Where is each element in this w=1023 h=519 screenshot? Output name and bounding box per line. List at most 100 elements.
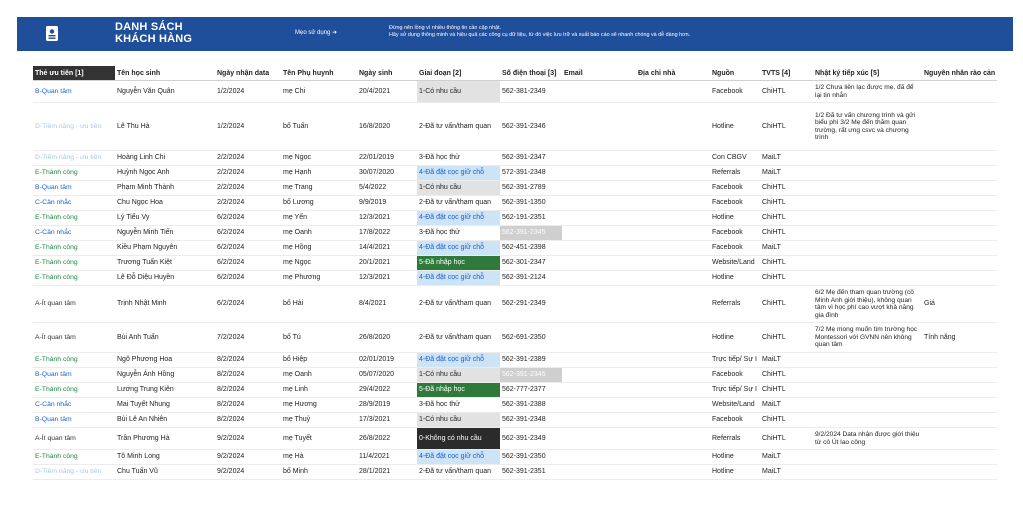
col-header-tvts[interactable]: TVTS [4] — [760, 66, 813, 81]
barrier-reason-cell[interactable] — [922, 225, 998, 241]
address-cell[interactable] — [636, 102, 710, 151]
barrier-reason-cell[interactable] — [922, 352, 998, 368]
email-cell[interactable] — [562, 210, 636, 226]
address-cell[interactable] — [636, 352, 710, 368]
stage-cell[interactable]: 3-Đã học thử — [417, 397, 500, 413]
tvts-cell[interactable]: ChiHTL — [760, 195, 813, 211]
date-received-cell[interactable]: 2/2/2024 — [215, 180, 281, 196]
contact-log-cell[interactable]: 9/2/2024 Data nhận được giới thiệu từ cô… — [813, 427, 922, 450]
col-header-address[interactable]: Địa chỉ nhà — [636, 66, 710, 81]
contact-log-cell[interactable] — [813, 225, 922, 241]
address-cell[interactable] — [636, 255, 710, 271]
email-cell[interactable] — [562, 240, 636, 256]
phone-cell[interactable]: 562-391-2347 — [500, 150, 562, 166]
parent-name-cell[interactable]: bố Tú — [281, 322, 357, 353]
dob-cell[interactable]: 02/01/2019 — [357, 352, 417, 368]
tvts-cell[interactable]: MaiLT — [760, 240, 813, 256]
student-name-cell[interactable]: Trương Tuấn Kiệt — [115, 255, 215, 271]
address-cell[interactable] — [636, 367, 710, 383]
student-name-cell[interactable]: Lương Trung Kiên — [115, 382, 215, 398]
phone-cell[interactable]: 562-391-2351 — [500, 464, 562, 480]
source-cell[interactable]: Facebook — [710, 412, 760, 428]
stage-cell[interactable]: 1-Có nhu cầu — [417, 80, 500, 103]
contact-log-cell[interactable] — [813, 412, 922, 428]
address-cell[interactable] — [636, 322, 710, 353]
contact-log-cell[interactable] — [813, 240, 922, 256]
source-cell[interactable]: Facebook — [710, 240, 760, 256]
address-cell[interactable] — [636, 240, 710, 256]
col-header-barrier-reason[interactable]: Nguyên nhân rào cản — [922, 66, 998, 81]
email-cell[interactable] — [562, 102, 636, 151]
tvts-cell[interactable]: ChiHTL — [760, 427, 813, 450]
dob-cell[interactable]: 26/8/2020 — [357, 322, 417, 353]
source-cell[interactable]: Trực tiếp/ Sự I — [710, 352, 760, 368]
phone-cell[interactable]: 562-451-2398 — [500, 240, 562, 256]
student-name-cell[interactable]: Lý Tiểu Vy — [115, 210, 215, 226]
phone-cell[interactable]: 562-381-2349 — [500, 80, 562, 103]
phone-cell[interactable]: 562-391-2345 — [500, 225, 562, 241]
contact-log-cell[interactable]: 6/2 Mẹ đến tham quan trường (cô Minh Anh… — [813, 285, 922, 323]
email-cell[interactable] — [562, 464, 636, 480]
date-received-cell[interactable]: 2/2/2024 — [215, 150, 281, 166]
priority-cell[interactable]: D-Tiềm năng - ưu tiên — [33, 464, 115, 480]
tvts-cell[interactable]: ChiHTL — [760, 382, 813, 398]
priority-cell[interactable]: E-Thành công — [33, 382, 115, 398]
tvts-cell[interactable]: MaiLT — [760, 352, 813, 368]
priority-cell[interactable]: C-Cân nhắc — [33, 397, 115, 413]
student-name-cell[interactable]: Chu Tuấn Vũ — [115, 464, 215, 480]
address-cell[interactable] — [636, 150, 710, 166]
parent-name-cell[interactable]: bố Tuấn — [281, 102, 357, 151]
parent-name-cell[interactable]: mẹ Tuyết — [281, 427, 357, 450]
barrier-reason-cell[interactable] — [922, 382, 998, 398]
barrier-reason-cell[interactable] — [922, 80, 998, 103]
student-name-cell[interactable]: Chu Ngọc Hoa — [115, 195, 215, 211]
date-received-cell[interactable]: 6/2/2024 — [215, 270, 281, 286]
tvts-cell[interactable]: ChiHTL — [760, 210, 813, 226]
date-received-cell[interactable]: 8/2/2024 — [215, 352, 281, 368]
source-cell[interactable]: Hotline — [710, 270, 760, 286]
source-cell[interactable]: Hotline — [710, 464, 760, 480]
contact-log-cell[interactable] — [813, 367, 922, 383]
tvts-cell[interactable]: ChiHTL — [760, 270, 813, 286]
stage-cell[interactable]: 5-Đã nhập học — [417, 255, 500, 271]
barrier-reason-cell[interactable]: Giá — [922, 285, 998, 323]
parent-name-cell[interactable]: mẹ Thuỷ — [281, 412, 357, 428]
address-cell[interactable] — [636, 80, 710, 103]
stage-cell[interactable]: 2-Đã tư vấn/tham quan — [417, 195, 500, 211]
barrier-reason-cell[interactable] — [922, 412, 998, 428]
stage-cell[interactable]: 4-Đã đặt cọc giữ chỗ — [417, 240, 500, 256]
parent-name-cell[interactable]: mẹ Hạnh — [281, 165, 357, 181]
source-cell[interactable]: Hotline — [710, 210, 760, 226]
student-name-cell[interactable]: Trần Phương Hà — [115, 427, 215, 450]
col-header-priority[interactable]: Thẻ ưu tiên [1] — [33, 66, 115, 81]
stage-cell[interactable]: 2-Đã tư vấn/tham quan — [417, 322, 500, 353]
barrier-reason-cell[interactable] — [922, 150, 998, 166]
dob-cell[interactable]: 9/9/2019 — [357, 195, 417, 211]
phone-cell[interactable]: 572-391-2348 — [500, 165, 562, 181]
address-cell[interactable] — [636, 427, 710, 450]
phone-cell[interactable]: 562-391-2346 — [500, 102, 562, 151]
barrier-reason-cell[interactable] — [922, 180, 998, 196]
student-name-cell[interactable]: Nguyễn Minh Tiến — [115, 225, 215, 241]
tvts-cell[interactable]: ChiHTL — [760, 102, 813, 151]
email-cell[interactable] — [562, 255, 636, 271]
col-header-stage[interactable]: Giai đoạn [2] — [417, 66, 500, 81]
contact-log-cell[interactable] — [813, 397, 922, 413]
contact-log-cell[interactable] — [813, 352, 922, 368]
tvts-cell[interactable]: MaiLT — [760, 449, 813, 465]
stage-cell[interactable]: 4-Đã đặt cọc giữ chỗ — [417, 352, 500, 368]
email-cell[interactable] — [562, 180, 636, 196]
tvts-cell[interactable]: MaiLT — [760, 165, 813, 181]
date-received-cell[interactable]: 6/2/2024 — [215, 225, 281, 241]
dob-cell[interactable]: 26/8/2022 — [357, 427, 417, 450]
source-cell[interactable]: Facebook — [710, 180, 760, 196]
student-name-cell[interactable]: Lê Thu Hà — [115, 102, 215, 151]
priority-cell[interactable]: E-Thành công — [33, 210, 115, 226]
date-received-cell[interactable]: 6/2/2024 — [215, 255, 281, 271]
priority-cell[interactable]: A-Ít quan tâm — [33, 322, 115, 353]
tvts-cell[interactable]: MaiLT — [760, 150, 813, 166]
priority-cell[interactable]: E-Thành công — [33, 352, 115, 368]
tvts-cell[interactable]: ChiHTL — [760, 322, 813, 353]
dob-cell[interactable]: 20/1/2021 — [357, 255, 417, 271]
priority-cell[interactable]: B-Quan tâm — [33, 367, 115, 383]
